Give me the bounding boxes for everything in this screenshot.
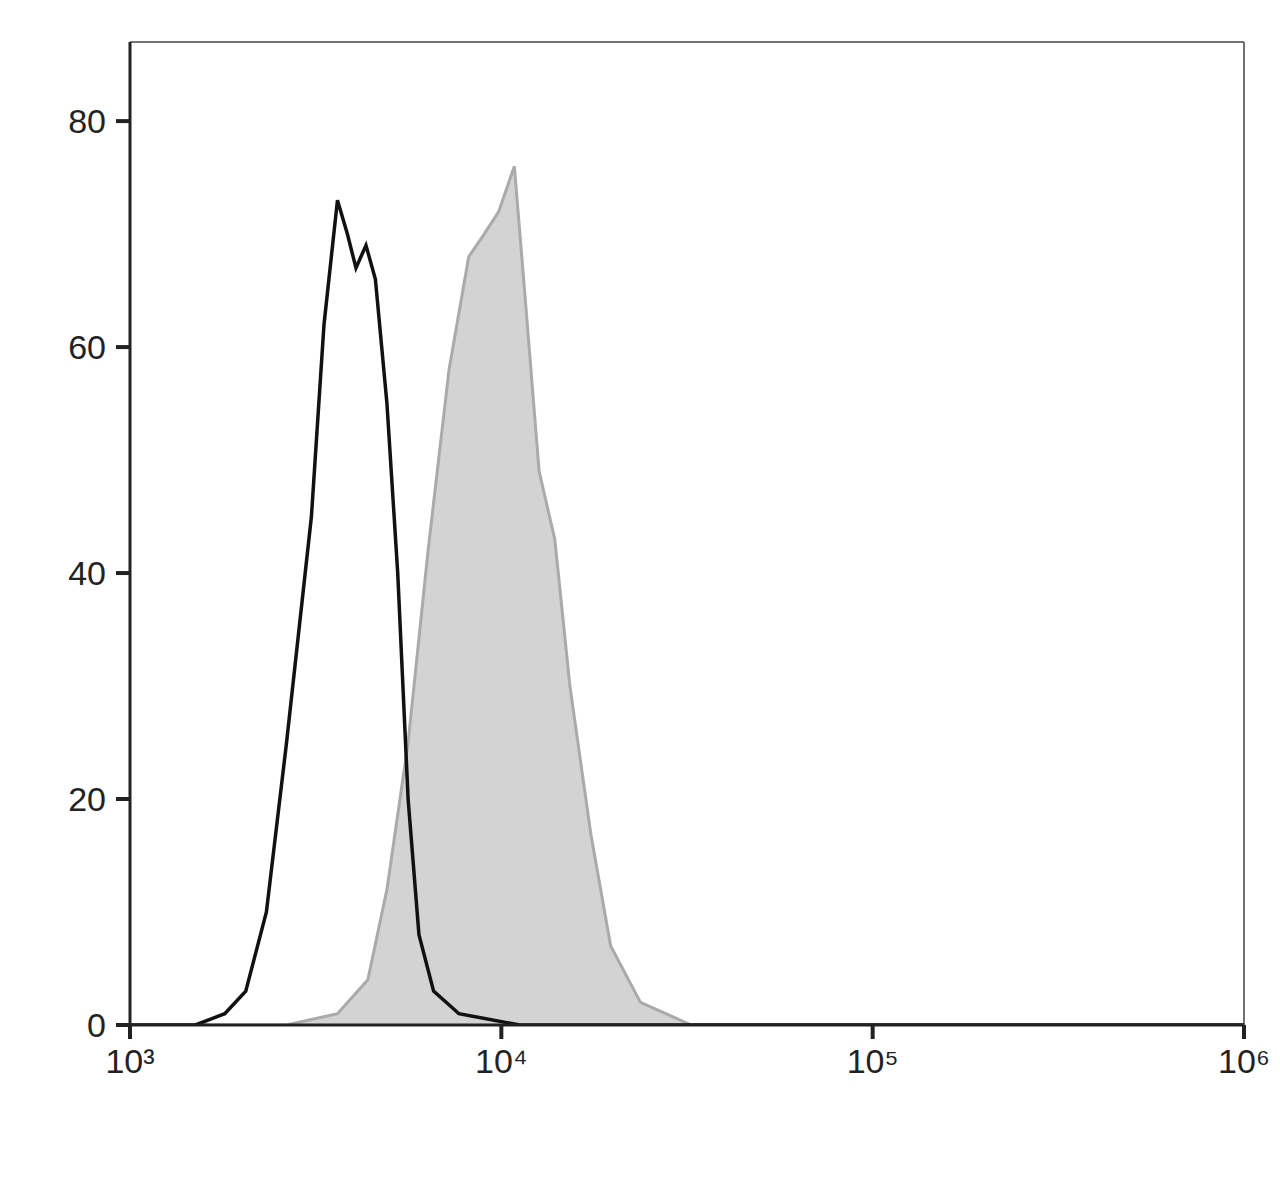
svg-text:0: 0	[87, 1006, 106, 1044]
svg-text:10³: 10³	[105, 1042, 154, 1080]
svg-text:10⁶: 10⁶	[1218, 1042, 1270, 1080]
svg-text:10⁵: 10⁵	[847, 1042, 899, 1080]
svg-text:10⁴: 10⁴	[475, 1042, 527, 1080]
svg-text:80: 80	[68, 102, 106, 140]
svg-text:40: 40	[68, 554, 106, 592]
svg-text:20: 20	[68, 780, 106, 818]
svg-text:60: 60	[68, 328, 106, 366]
